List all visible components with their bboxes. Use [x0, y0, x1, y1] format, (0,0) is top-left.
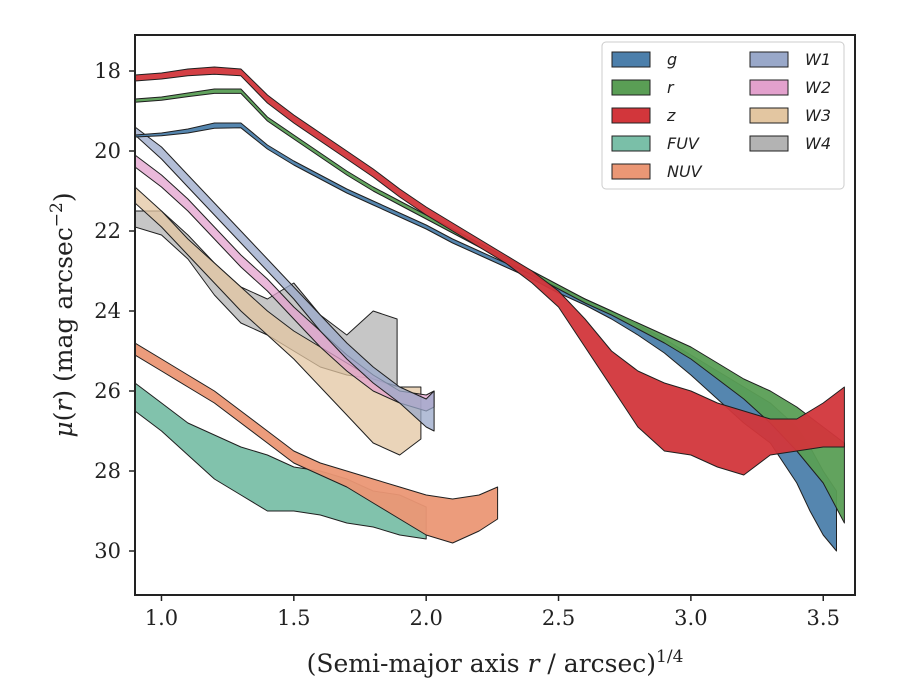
- x-tick-label: 2.0: [409, 606, 442, 630]
- x-tick-label: 3.0: [674, 606, 707, 630]
- legend-label-NUV: NUV: [667, 162, 703, 181]
- legend: grz FUV NUV W1 W2 W3 W4: [601, 41, 845, 190]
- x-tick-label: 2.5: [542, 606, 575, 630]
- y-tick-label: 26: [94, 379, 121, 403]
- legend-box: [601, 41, 845, 190]
- band-z: [135, 66, 845, 476]
- legend-label-W4: W4: [805, 134, 831, 153]
- x-tick-label: 1.5: [277, 606, 310, 630]
- x-axis-label: (Semi-major axis r / arcsec)1/4: [307, 647, 684, 678]
- legend-label-W1: W1: [805, 50, 831, 69]
- y-tick-label: 24: [94, 299, 121, 323]
- band-W3: [135, 186, 422, 456]
- legend-swatch-NUV: [611, 163, 651, 180]
- legend-swatch-z: [611, 107, 651, 124]
- x-tick-label: 1.0: [145, 606, 178, 630]
- band-W1: [135, 126, 435, 432]
- legend-label-z: z: [666, 106, 676, 125]
- y-tick-label: 28: [94, 459, 121, 483]
- x-axis-ticks: 1.0 1.5 2.0 2.5 3.0 3.5: [145, 595, 840, 630]
- x-tick-label: 3.5: [807, 606, 840, 630]
- y-tick-label: 18: [94, 59, 121, 83]
- plot-frame: [134, 34, 856, 596]
- legend-swatch-r: [611, 79, 651, 96]
- legend-label-W3: W3: [805, 106, 831, 125]
- legend-swatch-FUV: [611, 135, 651, 152]
- band-NUV: [135, 342, 499, 544]
- legend-label-FUV: FUV: [667, 134, 700, 153]
- y-tick-label: 22: [94, 219, 121, 243]
- y-tick-label: 20: [94, 139, 121, 163]
- legend-swatch-W1: [749, 51, 789, 68]
- band-FUV: [135, 382, 427, 540]
- legend-label-g: g: [667, 50, 677, 69]
- band-r: [135, 88, 845, 524]
- legend-swatch-W2: [749, 79, 789, 96]
- y-axis-ticks: 18 20 22 24 26 28 30: [94, 59, 135, 563]
- legend-label-r: r: [667, 78, 675, 97]
- y-tick-label: 30: [94, 539, 121, 563]
- legend-label-W2: W2: [805, 78, 831, 97]
- y-axis-label: μ(r) (mag arcsec−2): [47, 192, 78, 437]
- legend-swatch-g: [611, 51, 651, 68]
- legend-swatch-W3: [749, 107, 789, 124]
- band-g: [135, 122, 837, 552]
- profile-bands: [135, 66, 845, 552]
- legend-swatch-W4: [749, 135, 789, 152]
